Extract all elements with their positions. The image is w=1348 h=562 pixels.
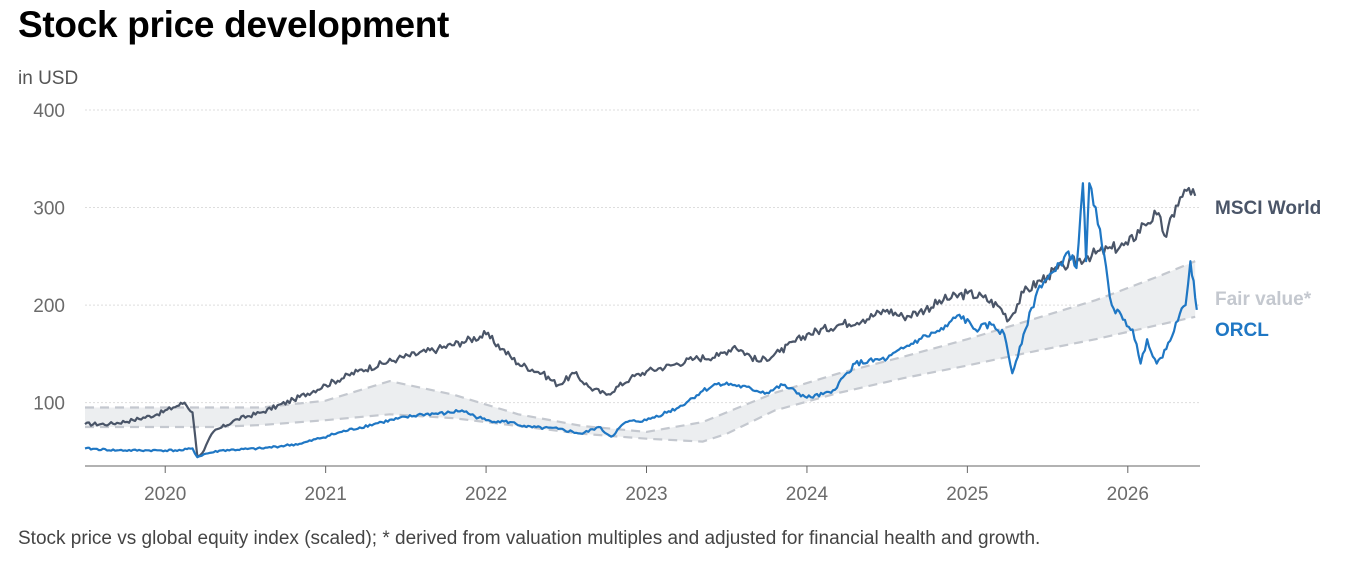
- x-tick-label: 2025: [946, 484, 988, 505]
- x-tick-label: 2021: [305, 484, 347, 505]
- orcl-line: [84, 182, 1198, 459]
- chart-unit-label: in USD: [18, 68, 79, 89]
- fair-value-lower-line: [85, 315, 1196, 443]
- chart-footnote: Stock price vs global equity index (scal…: [18, 528, 1041, 549]
- y-tick-label: 300: [33, 199, 65, 220]
- x-tick-label: 2026: [1107, 484, 1149, 505]
- page-title: Stock price development: [18, 4, 450, 45]
- y-tick-label: 100: [33, 394, 65, 415]
- orcl-end-label: ORCL: [1215, 320, 1269, 341]
- x-tick-label: 2022: [465, 484, 507, 505]
- x-tick-label: 2023: [625, 484, 667, 505]
- y-tick-label: 400: [33, 101, 65, 122]
- msci-world-line: [84, 186, 1197, 458]
- msci-world-end-label: MSCI World: [1215, 198, 1321, 219]
- x-tick-label: 2020: [144, 484, 186, 505]
- fair-value-band: [85, 261, 1196, 442]
- fair-value-end-label: Fair value*: [1215, 289, 1312, 310]
- fair-value-upper-line: [85, 260, 1196, 434]
- y-tick-label: 200: [33, 296, 65, 317]
- x-tick-label: 2024: [786, 484, 829, 505]
